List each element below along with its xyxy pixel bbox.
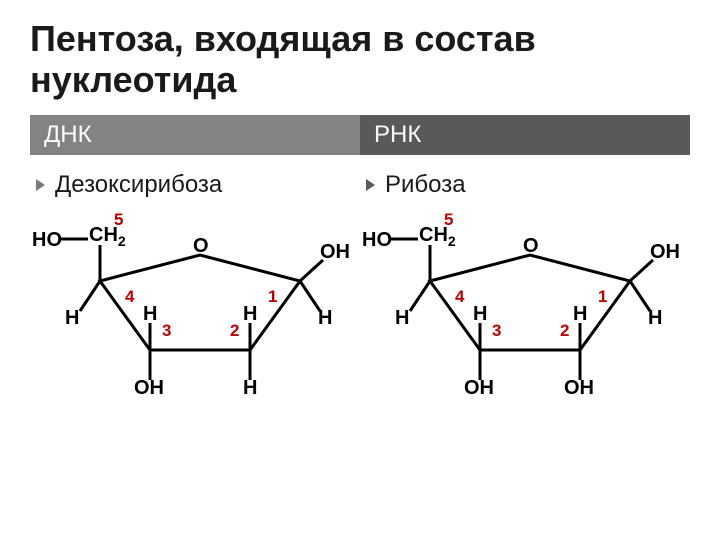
label-H-r: H bbox=[318, 307, 332, 330]
label-OH-2b: OH bbox=[564, 377, 594, 400]
columns-container: ДНК Дезоксирибоза bbox=[30, 115, 690, 415]
num-3: 3 bbox=[162, 321, 171, 341]
label-H-3u: H bbox=[143, 303, 157, 326]
label-O: O bbox=[523, 235, 539, 258]
num-2: 2 bbox=[560, 321, 569, 341]
left-sub-label: Дезоксирибоза bbox=[55, 171, 222, 199]
num-1: 1 bbox=[268, 287, 277, 307]
label-H-2u: H bbox=[573, 303, 587, 326]
label-OH-top: OH bbox=[320, 241, 350, 264]
num-4: 4 bbox=[125, 287, 134, 307]
right-sub-label: Рибоза bbox=[385, 171, 466, 199]
right-column: РНК Рибоза HO CH2 O OH bbox=[360, 115, 690, 415]
num-5: 5 bbox=[114, 210, 123, 230]
label-HO: HO bbox=[362, 229, 392, 252]
label-H-3u: H bbox=[473, 303, 487, 326]
num-3: 3 bbox=[492, 321, 501, 341]
bullet-icon bbox=[36, 179, 45, 191]
right-subheading: Рибоза bbox=[360, 155, 690, 209]
label-HO: HO bbox=[32, 229, 62, 252]
label-H-l: H bbox=[65, 307, 79, 330]
label-H-2u: H bbox=[243, 303, 257, 326]
num-1: 1 bbox=[598, 287, 607, 307]
label-H-r: H bbox=[648, 307, 662, 330]
deoxyribose-diagram: HO CH2 O OH H H H H OH H 5 4 3 2 1 bbox=[30, 215, 350, 415]
num-5: 5 bbox=[444, 210, 453, 230]
label-OH-top: OH bbox=[650, 241, 680, 264]
label-O: O bbox=[193, 235, 209, 258]
right-header: РНК bbox=[360, 115, 690, 155]
label-H-l: H bbox=[395, 307, 409, 330]
label-H-2b: H bbox=[243, 377, 257, 400]
ribose-diagram: HO CH2 O OH H H H H OH OH 5 4 3 2 1 bbox=[360, 215, 680, 415]
left-subheading: Дезоксирибоза bbox=[30, 155, 360, 209]
num-2: 2 bbox=[230, 321, 239, 341]
label-OH-3: OH bbox=[464, 377, 494, 400]
left-header: ДНК bbox=[30, 115, 360, 155]
bullet-icon bbox=[366, 179, 375, 191]
label-OH-3: OH bbox=[134, 377, 164, 400]
page-title: Пентоза, входящая в состав нуклеотида bbox=[30, 18, 690, 101]
left-column: ДНК Дезоксирибоза bbox=[30, 115, 360, 415]
num-4: 4 bbox=[455, 287, 464, 307]
